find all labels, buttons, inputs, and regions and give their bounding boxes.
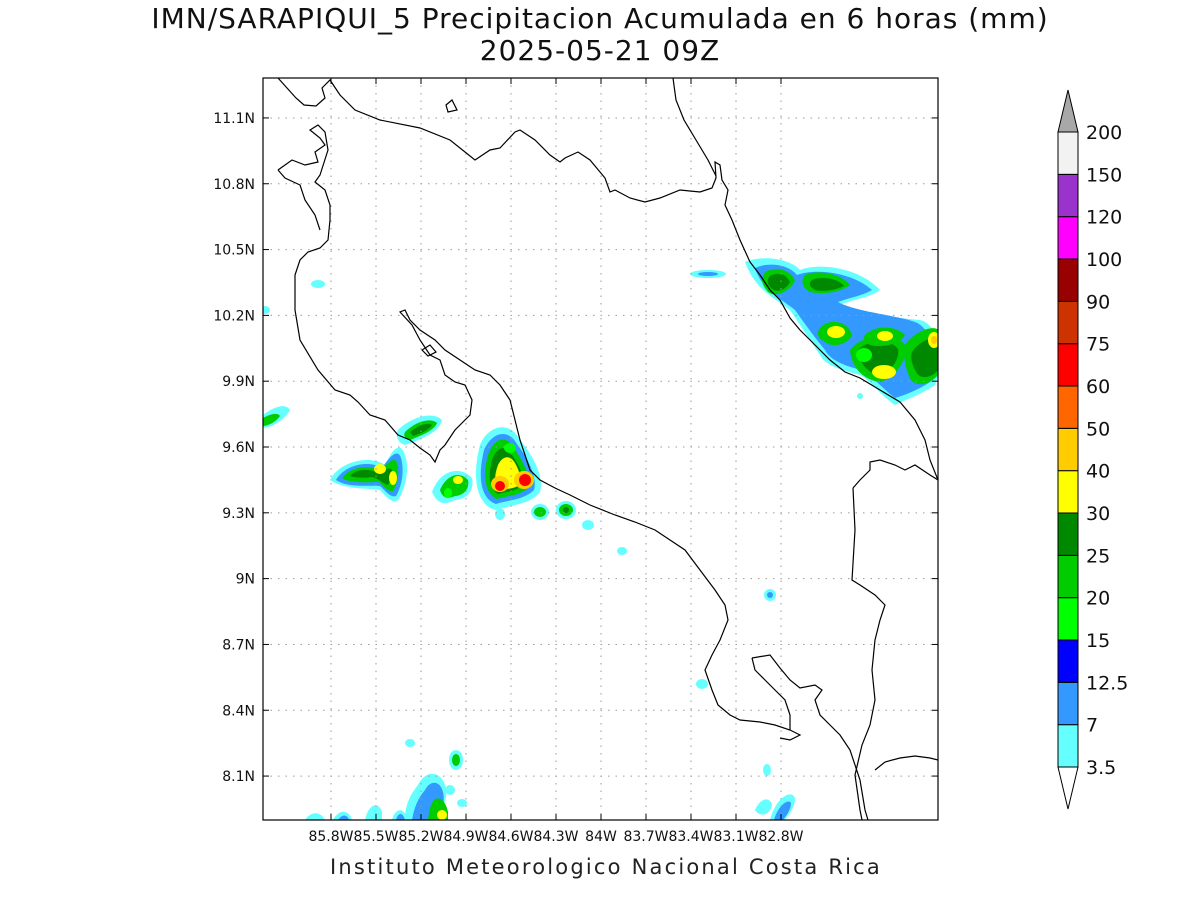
lon-tick-label: 84.3W: [533, 829, 578, 845]
coastlines: [277, 78, 938, 820]
colorbar-level-label: 60: [1086, 376, 1110, 398]
precip-cell-nicoya: [330, 447, 408, 502]
colorbar-swatch: [1057, 427, 1079, 472]
colorbar-swatch: [1057, 554, 1079, 599]
precip-cell-caribbean: [745, 258, 938, 405]
precip-cell-central: [475, 427, 541, 510]
colorbar-level-label: 100: [1086, 249, 1122, 271]
colorbar-swatch: [1057, 597, 1079, 641]
colorbar-swatch: [1057, 681, 1079, 726]
lon-tick-label: 85.8W: [308, 829, 353, 845]
lon-tick-label: 85.5W: [353, 829, 398, 845]
lon-tick-label: 82.8W: [758, 829, 803, 845]
map-title: IMN/SARAPIQUI_5 Precipitacion Acumulada …: [151, 2, 1049, 35]
colorbar-level-label: 40: [1086, 461, 1110, 483]
lat-tick-label: 8.1N: [222, 769, 255, 785]
colorbar-level-label: 15: [1086, 630, 1110, 652]
latitude-axis: 11.1N 10.8N 10.5N 10.2N 9.9N 9.6N 9.3N 9N 8.7N 8.…: [213, 111, 938, 785]
lat-tick-label: 10.2N: [213, 308, 255, 324]
lon-tick-label: 83.7W: [623, 829, 668, 845]
lat-tick-label: 9.9N: [222, 374, 255, 390]
colorbar-legend: 3.5 7 12.5 15 20 25 30 40 50 60 75 90 100 120 150 200: [1057, 89, 1128, 810]
lat-tick-label: 11.1N: [213, 111, 255, 127]
colorbar-under-arrow: [1057, 766, 1079, 810]
colorbar-swatch: [1057, 724, 1079, 768]
colorbar-level-label: 75: [1086, 334, 1110, 356]
colorbar-level-label: 30: [1086, 503, 1110, 525]
colorbar-swatch: [1057, 639, 1079, 683]
colorbar-swatch: [1057, 470, 1079, 514]
colorbar-level-label: 12.5: [1086, 672, 1128, 694]
colorbar-swatch: [1057, 512, 1079, 556]
colorbar-level-label: 3.5: [1086, 757, 1116, 779]
colorbar-level-label: 90: [1086, 291, 1110, 313]
colorbar-swatch: [1057, 258, 1079, 302]
colorbar-level-label: 200: [1086, 122, 1122, 144]
country-borders: [851, 459, 938, 820]
lon-tick-label: 84.6W: [488, 829, 533, 845]
colorbar-swatch: [1057, 131, 1079, 175]
lat-tick-label: 8.4N: [222, 703, 255, 719]
colorbar-swatch: [1057, 173, 1079, 218]
colorbar-swatch: [1057, 300, 1079, 345]
lon-tick-label: 84.9W: [443, 829, 488, 845]
map-valid-time: 2025-05-21 09Z: [479, 34, 721, 67]
lon-tick-label: 85.2W: [398, 829, 443, 845]
colorbar-level-label: 20: [1086, 588, 1110, 610]
lon-tick-label: 83.1W: [713, 829, 758, 845]
lon-tick-label: 84W: [585, 829, 617, 845]
colorbar-level-label: 120: [1086, 207, 1122, 229]
colorbar-level-label: 7: [1086, 715, 1098, 737]
colorbar-level-label: 25: [1086, 545, 1110, 567]
colorbar-level-label: 150: [1086, 164, 1122, 186]
colorbar-level-label: 50: [1086, 418, 1110, 440]
lat-tick-label: 10.5N: [213, 243, 255, 259]
map-gridlines: [263, 78, 938, 820]
institution-credit: Instituto Meteorologico Nacional Costa R…: [330, 855, 882, 879]
colorbar-swatch: [1057, 385, 1079, 429]
colorbar-swatch: [1057, 216, 1079, 260]
lat-tick-label: 9.3N: [222, 506, 255, 522]
colorbar-over-arrow: [1057, 89, 1079, 133]
precipitation-field: [263, 258, 938, 820]
lon-tick-label: 83.4W: [668, 829, 713, 845]
colorbar-swatch: [1057, 343, 1079, 387]
lat-tick-label: 8.7N: [222, 637, 255, 653]
lat-tick-label: 9.6N: [222, 440, 255, 456]
longitude-axis: 85.8W 85.5W 85.2W 84.9W 84.6W 84.3W 84W 83.7W 83…: [308, 78, 804, 845]
lat-tick-label: 10.8N: [213, 177, 255, 193]
lat-tick-label: 9N: [236, 572, 255, 588]
